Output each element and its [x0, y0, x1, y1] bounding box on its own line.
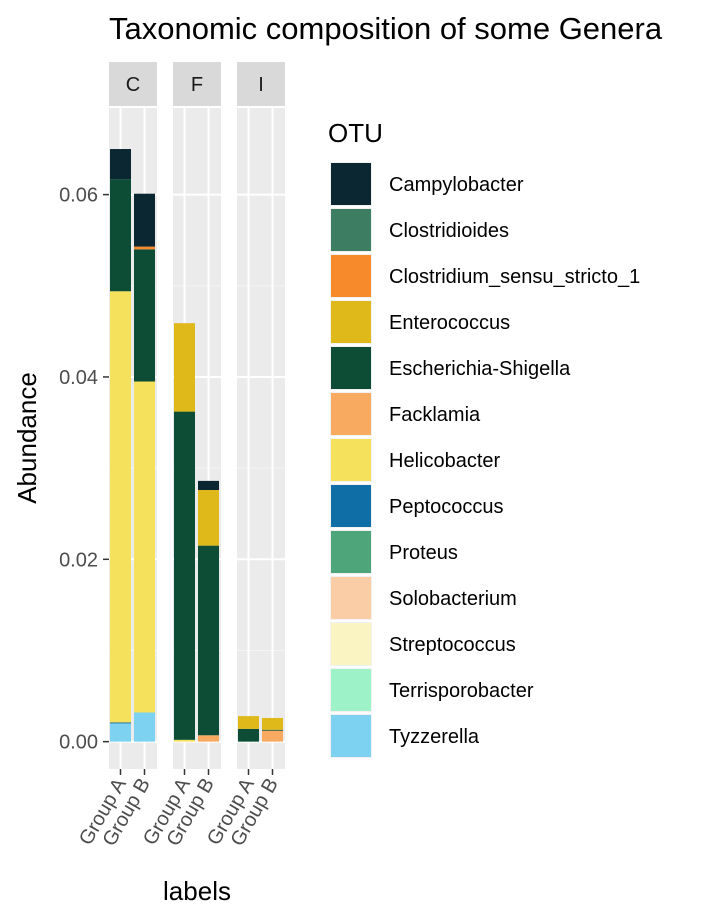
bar-segment-c-group-a-tyzzerella — [110, 723, 131, 742]
bar-segment-c-group-b-helicobacter — [134, 381, 155, 713]
bar-segment-i-group-b-escherichia-shigella — [262, 729, 283, 731]
legend-label: Enterococcus — [389, 312, 510, 334]
bar-segment-f-group-b-enterococcus — [198, 490, 219, 546]
legend-item-helicobacter: Helicobacter — [330, 438, 501, 482]
facet-strip — [237, 62, 285, 106]
legend-item-clostridium-sensu-stricto-1: Clostridium_sensu_stricto_1 — [330, 254, 640, 298]
legend-item-clostridioides: Clostridioides — [330, 208, 509, 252]
legend-swatch — [331, 347, 371, 389]
facet-panel-f: F — [173, 62, 221, 769]
legend-item-streptococcus: Streptococcus — [330, 622, 516, 666]
facet-label: C — [126, 74, 140, 96]
y-axis: 0.00 0.02 0.04 0.06 — [59, 185, 109, 754]
y-axis-title: Abundance — [12, 372, 42, 504]
bar-segment-c-group-a-escherichia-shigella — [110, 179, 131, 292]
bar-segment-c-group-a-helicobacter — [110, 291, 131, 723]
bar-segment-i-group-a-escherichia-shigella — [238, 728, 259, 742]
legend-label: Proteus — [389, 542, 458, 564]
facet-label: I — [258, 74, 264, 96]
legend-swatch — [331, 209, 371, 251]
legend-label: Streptococcus — [389, 634, 516, 656]
facet-panel-c: C — [109, 62, 157, 769]
bar-segment-f-group-a-helicobacter — [174, 739, 195, 742]
bar-segment-c-group-b-tyzzerella — [134, 712, 155, 742]
legend-swatch — [331, 715, 371, 757]
legend-item-facklamia: Facklamia — [330, 392, 481, 436]
legend-swatch — [331, 163, 371, 205]
bar-segment-c-group-b-campylobacter — [134, 193, 155, 247]
y-tick-label: 0.02 — [59, 549, 98, 571]
bar-segment-f-group-a-enterococcus — [174, 323, 195, 412]
legend-swatch — [331, 485, 371, 527]
facet-panel-i: I — [237, 62, 285, 769]
legend-item-solobacterium: Solobacterium — [330, 576, 517, 620]
legend-label: Helicobacter — [389, 450, 501, 472]
legend-item-proteus: Proteus — [330, 530, 458, 574]
bar-segment-c-group-a-peptococcus — [110, 722, 131, 724]
y-tick-label: 0.00 — [59, 732, 98, 754]
legend-item-escherichia-shigella: Escherichia-Shigella — [330, 346, 571, 390]
chart-title: Taxonomic composition of some Genera — [109, 11, 663, 46]
facet-strip — [173, 62, 221, 106]
bar-segment-i-group-b-facklamia — [262, 730, 283, 742]
legend-label: Clostridioides — [389, 220, 509, 242]
bar-segment-f-group-b-facklamia — [198, 735, 219, 742]
bar-segment-c-group-a-campylobacter — [110, 149, 131, 180]
legend-label: Campylobacter — [389, 174, 524, 196]
legend-swatch — [331, 623, 371, 665]
legend-label: Peptococcus — [389, 496, 504, 518]
bar-segment-i-group-b-enterococcus — [262, 717, 283, 730]
legend-swatch — [331, 669, 371, 711]
bar-segment-f-group-b-campylobacter — [198, 480, 219, 491]
bar-segment-f-group-a-escherichia-shigella — [174, 411, 195, 740]
legend-swatch — [331, 439, 371, 481]
legend-label: Terrisporobacter — [389, 680, 534, 702]
panel-background — [237, 108, 285, 769]
bar-segment-f-group-b-escherichia-shigella — [198, 545, 219, 736]
facet-strip — [109, 62, 157, 106]
legend-label: Solobacterium — [389, 588, 517, 610]
legend-item-peptococcus: Peptococcus — [330, 484, 504, 528]
legend-label: Tyzzerella — [389, 726, 480, 748]
facet-label: F — [191, 74, 203, 96]
legend-swatch — [331, 393, 371, 435]
bar-segment-i-group-a-enterococcus — [238, 716, 259, 729]
legend-item-terrisporobacter: Terrisporobacter — [330, 668, 534, 712]
legend-title: OTU — [328, 118, 383, 148]
legend-swatch — [331, 301, 371, 343]
legend-swatch — [331, 255, 371, 297]
legend-label: Facklamia — [389, 404, 481, 426]
legend-label: Escherichia-Shigella — [389, 358, 571, 380]
bar-segment-c-group-b-escherichia-shigella — [134, 249, 155, 382]
legend-item-enterococcus: Enterococcus — [330, 300, 510, 344]
legend-label: Clostridium_sensu_stricto_1 — [389, 266, 640, 288]
bar-segment-c-group-b-clostridium-sensu-stricto-1 — [134, 246, 155, 250]
legend-item-tyzzerella: Tyzzerella — [330, 714, 480, 758]
y-tick-label: 0.06 — [59, 185, 98, 207]
legend: OTU Campylobacter Clostridioides Clostridi… — [328, 118, 640, 758]
y-tick-label: 0.04 — [59, 367, 98, 389]
legend-swatch — [331, 577, 371, 619]
x-axis-title: labels — [163, 876, 231, 906]
legend-swatch — [331, 531, 371, 573]
legend-item-campylobacter: Campylobacter — [330, 162, 524, 206]
